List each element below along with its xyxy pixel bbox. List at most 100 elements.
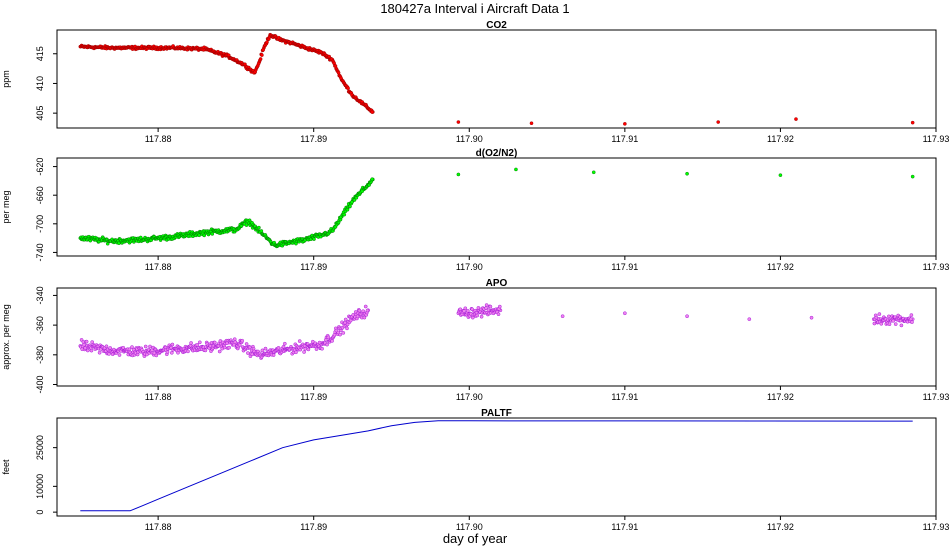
panels: CO2 ppm 117.88 117.89 117.90 117.91 117.92 117.… [1, 20, 949, 532]
data-point [271, 353, 276, 357]
data-point [685, 171, 689, 176]
data-point [186, 349, 190, 354]
y-tick-label: 0 [35, 510, 45, 515]
data-point [899, 323, 904, 328]
data-point [355, 314, 360, 319]
x-tick-label: 117.91 [611, 134, 638, 144]
y-tick-label: -400 [35, 376, 45, 394]
data-point [212, 340, 217, 345]
data-point [233, 340, 238, 344]
plot-frame [56, 287, 937, 387]
data-point [260, 348, 265, 353]
data-point [497, 304, 502, 309]
data-point [244, 342, 249, 346]
y-axis-label: per meg [1, 190, 11, 223]
data-point [910, 120, 915, 125]
data-point [143, 344, 148, 349]
data-point [297, 339, 302, 343]
x-tick-label: 117.90 [456, 522, 483, 532]
data-point [365, 308, 370, 313]
y-axis-label: feet [1, 459, 11, 475]
data-point [314, 347, 319, 351]
data-point [97, 350, 102, 355]
plot-frame [56, 417, 937, 517]
x-tick-label: 117.93 [923, 392, 950, 402]
y-tick-label: -360 [35, 316, 45, 334]
data-point [310, 339, 315, 344]
data-point [306, 347, 311, 352]
data-point [246, 351, 250, 355]
data-point [202, 233, 206, 238]
data-point [345, 326, 349, 331]
data-point [809, 315, 814, 320]
data-point [778, 173, 783, 177]
data-point [685, 314, 689, 319]
y-tick-label: -340 [35, 286, 45, 304]
data-point [256, 61, 261, 66]
data-point [317, 340, 322, 345]
series-line [80, 420, 913, 512]
data-point [872, 321, 877, 326]
data-point [138, 235, 143, 240]
data-point [910, 320, 914, 324]
data-point [345, 207, 350, 212]
data-point [82, 342, 86, 347]
data-point [325, 342, 329, 347]
y-axis-label: approx. per meg [1, 304, 11, 370]
data-point [887, 314, 891, 319]
panel-1: CO2 ppm 117.88 117.89 117.90 117.91 117.92 117.… [1, 20, 949, 144]
data-point [145, 352, 149, 357]
y-tick-label: -620 [35, 158, 45, 176]
data-point [247, 345, 252, 350]
data-point [86, 348, 90, 353]
data-point [486, 308, 491, 312]
y-tick-label: -660 [35, 186, 45, 204]
x-tick-label: 117.93 [923, 262, 950, 272]
data-point [210, 232, 215, 236]
data-point [189, 341, 193, 345]
data-point [282, 341, 287, 346]
panel-title: d(O2/N2) [476, 148, 518, 159]
plot-frame [56, 157, 937, 257]
data-point [244, 223, 249, 227]
data-point [84, 339, 89, 344]
data-point [152, 351, 157, 355]
data-point [591, 170, 596, 175]
x-tick-label: 117.88 [145, 392, 172, 402]
data-point [488, 304, 493, 309]
data-point [240, 338, 244, 343]
data-point [169, 350, 174, 355]
panel-2: d(O2/N2) per meg 117.88 117.89 117.90 117.91 1… [1, 148, 949, 272]
y-tick-label: -700 [35, 215, 45, 233]
data-point [343, 317, 348, 322]
x-tick-label: 117.93 [923, 522, 950, 532]
data-point [197, 233, 201, 238]
data-point [276, 346, 281, 350]
data-point [623, 311, 627, 316]
x-tick-label: 117.93 [923, 134, 950, 144]
data-point [877, 312, 882, 316]
x-tick-label: 117.92 [767, 392, 794, 402]
data-point [121, 345, 126, 350]
data-point [716, 120, 720, 124]
data-point [484, 303, 489, 307]
data-point [148, 344, 152, 349]
data-point [312, 237, 316, 241]
x-tick-label: 117.92 [767, 262, 794, 272]
y-tick-label: 10000 [35, 474, 45, 499]
data-point [320, 346, 324, 351]
data-point [341, 331, 346, 335]
x-tick-label: 117.91 [611, 522, 638, 532]
data-point [350, 200, 354, 204]
data-point [910, 174, 915, 179]
data-point [117, 353, 122, 357]
data-point [348, 204, 352, 209]
data-point [357, 308, 362, 313]
panel-title: CO2 [486, 20, 507, 31]
data-point [456, 172, 461, 177]
data-point [326, 335, 331, 340]
data-point [348, 318, 353, 323]
data-point [258, 57, 263, 61]
x-tick-label: 117.89 [300, 522, 327, 532]
x-tick-label: 117.91 [611, 262, 638, 272]
